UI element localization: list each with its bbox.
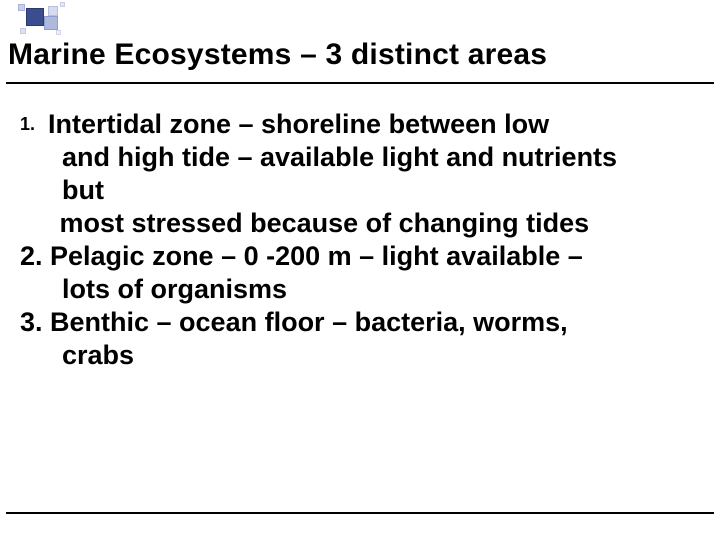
- divider-top: [6, 82, 714, 84]
- body-text: Intertidal zone – shoreline between low: [48, 109, 549, 139]
- divider-bottom: [6, 512, 714, 514]
- body-text: lots of organisms: [20, 273, 720, 306]
- body-text: and high tide – available light and nutr…: [20, 141, 720, 174]
- list-item: 2. Pelagic zone – 0 -200 m – light avail…: [20, 240, 720, 273]
- body-text: most stressed because of changing tides: [20, 207, 720, 240]
- deco-square: [48, 6, 58, 16]
- list-item: 3. Benthic – ocean floor – bacteria, wor…: [20, 306, 720, 339]
- deco-square: [20, 28, 26, 34]
- deco-square: [26, 8, 44, 26]
- slide-title: Marine Ecosystems – 3 distinct areas: [8, 38, 712, 72]
- list-marker: 1.: [20, 114, 48, 136]
- slide-body: 1.Intertidal zone – shoreline between lo…: [20, 108, 720, 372]
- deco-square: [60, 2, 65, 7]
- body-text: crabs: [20, 339, 720, 372]
- deco-square: [44, 16, 58, 30]
- corner-decoration: [0, 0, 120, 40]
- deco-square: [18, 4, 25, 11]
- list-item: 1.Intertidal zone – shoreline between lo…: [20, 108, 720, 141]
- body-text: but: [20, 174, 720, 207]
- deco-square: [56, 30, 61, 35]
